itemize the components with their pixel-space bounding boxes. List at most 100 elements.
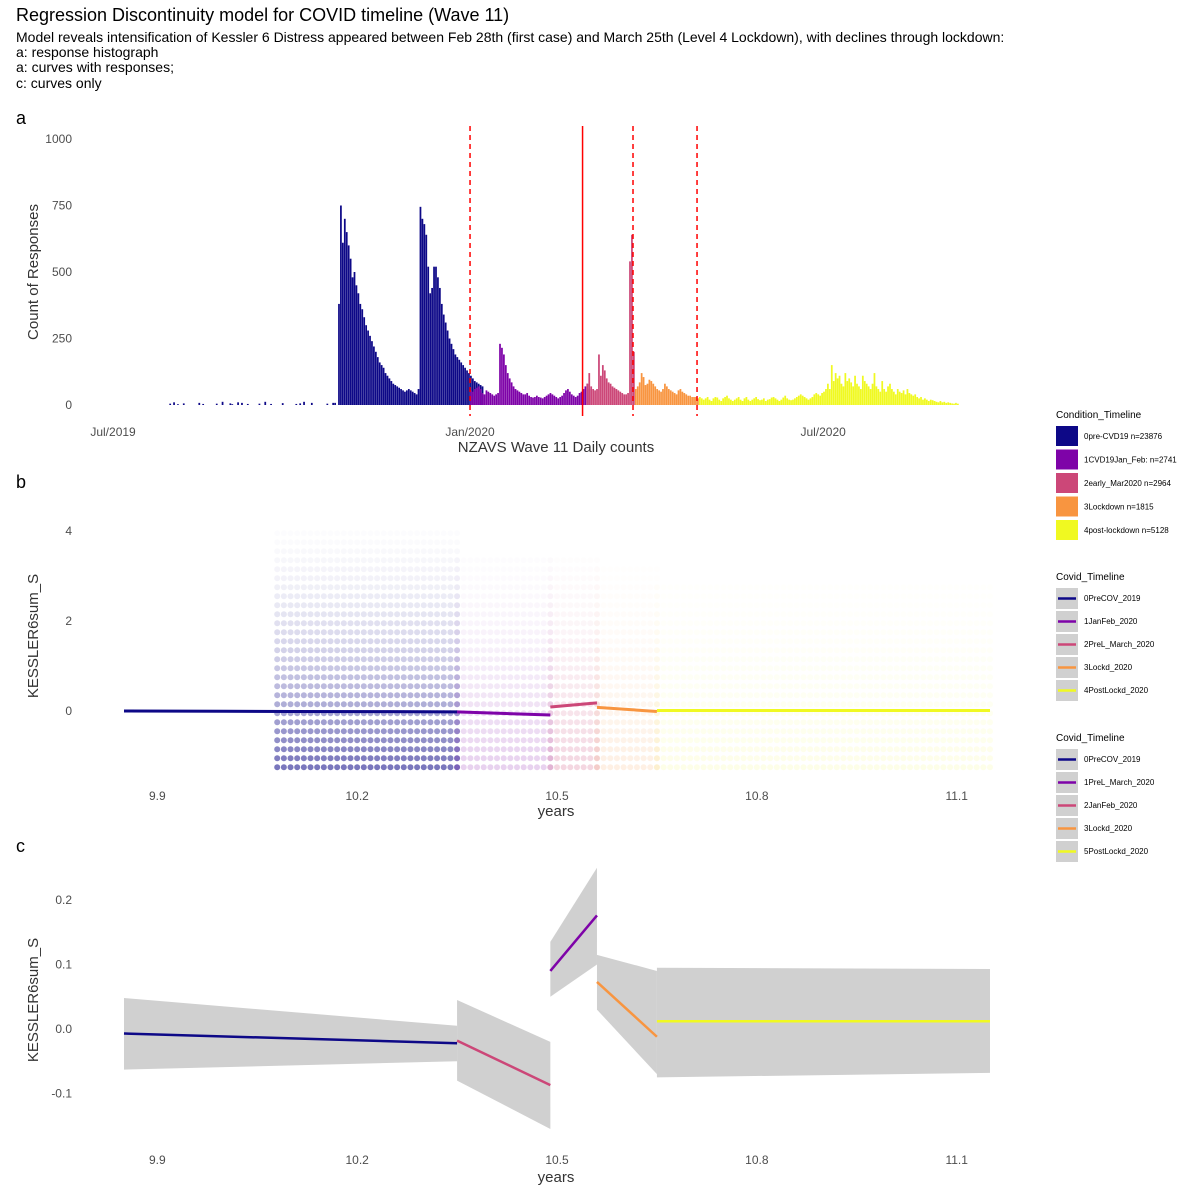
panel-a-bar-s4-66: [827, 383, 829, 405]
panel-a-bar-s2-11: [607, 382, 610, 405]
panel-b-xlabel: years: [538, 803, 575, 820]
panel-a-bar-s4-110: [912, 395, 915, 405]
panel-a-bar-s4-93: [879, 391, 882, 405]
panel-a-bar-s4-119: [929, 399, 932, 405]
panel-a-bar-s1-39: [545, 395, 548, 405]
panel-a-bar-s0-158: [456, 357, 459, 405]
panel-a-bar-s4-109: [910, 394, 913, 405]
panel-b-fit-3: [596, 705, 658, 713]
panel-a-bar-s0-77: [299, 403, 302, 405]
panel-b-xtick-1: 10.2: [345, 789, 369, 803]
panel-a-bar-s4-67: [828, 389, 831, 405]
panel-a-bar-s4-36: [768, 399, 771, 405]
panel-a-bar-s1-44: [555, 397, 558, 405]
panel-c-ribbon-0: [124, 998, 458, 1070]
panel-a-bar-s1-9: [487, 391, 490, 405]
panel-a-bar-s1-3: [475, 387, 478, 405]
panel-a-bar-s4-102: [896, 389, 899, 405]
panel-a-bar-s0-95: [334, 402, 336, 405]
panel-a-bar-s4-9: [716, 397, 719, 405]
panel-a-bar-s1-27: [522, 394, 525, 405]
panel-a-bar-s2-4: [594, 390, 596, 405]
panel-a-bar-s2-24: [633, 351, 635, 405]
panel-a-bar-s1-10: [489, 393, 492, 405]
panel-c-line-1: [456, 1039, 551, 1087]
panel-a-bar-s4-28: [753, 398, 756, 405]
panel-b-ytick-2: 4: [65, 524, 72, 538]
panel-a-bar-s0-62: [270, 403, 272, 405]
panel-a-bar-s1-29: [526, 393, 529, 405]
panel-a-bar-s4-13: [724, 397, 726, 405]
legend-b1-label-2: 2JanFeb_2020: [1084, 801, 1138, 810]
panel-a-bar-s0-14: [177, 404, 179, 405]
panel-a-bar-s0-114: [371, 341, 373, 405]
panel-a-xtick-1: Jan/2020: [445, 425, 495, 439]
panel-a-bar-s0-99: [341, 242, 344, 405]
panel-a-bar-s4-8: [714, 397, 717, 405]
panel-a-bar-s4-107: [906, 389, 909, 405]
panel-a-bar-s3-21: [675, 394, 678, 405]
panel-a-bar-s1-28: [524, 394, 527, 405]
panel-a-bar-s0-12: [173, 402, 175, 405]
panel-a-bar-s3-30: [693, 397, 695, 405]
panel-a-bar-s4-18: [733, 399, 736, 405]
panel-b-xtick-3: 10.8: [745, 789, 769, 803]
panel-a-bar-s4-46: [788, 399, 790, 405]
panel-a-bar-s1-54: [574, 397, 577, 405]
panel-a-bar-s0-110: [363, 317, 366, 405]
panel-a-bar-s3-13: [660, 391, 662, 405]
panel-a-bar-s1-46: [559, 397, 562, 405]
panel-a-bar-s0-111: [365, 325, 368, 405]
panel-c-xtick-4: 11.1: [945, 1153, 968, 1167]
panel-a-bar-s0-148: [437, 277, 439, 405]
panel-a-bar-s4-122: [935, 401, 938, 405]
panel-a-bar-s4-6: [710, 401, 713, 405]
panel-a-bar-s4-12: [722, 398, 725, 405]
panel-a-bar-s4-64: [823, 391, 825, 405]
panel-a-bar-s2-15: [615, 389, 618, 405]
panel-a-bar-s0-75: [295, 403, 298, 405]
panel-c-ribbon-1: [457, 999, 551, 1129]
panel-a-bar-s4-17: [731, 401, 734, 405]
panel-a-bar-s0-50: [246, 403, 249, 405]
panel-a-bar-s4-1: [700, 398, 703, 405]
panel-a-xtick-0: Jul/2019: [90, 425, 136, 439]
panel-a-bar-s0-152: [444, 322, 447, 405]
panel-a-bar-s4-44: [784, 395, 787, 405]
panel-a-bar-s3-26: [685, 394, 688, 405]
subtitle-line-4: c: curves only: [16, 75, 102, 91]
panel-a-ytick-4: 1000: [45, 132, 72, 146]
legend-b0-label-2: 2PreL_March_2020: [1084, 640, 1155, 649]
legend-b1-label-1: 1PreL_March_2020: [1084, 778, 1155, 787]
panel-a-bar-s0-149: [438, 287, 441, 405]
panel-a-bar-s2-2: [590, 386, 593, 405]
panel-a-bar-s4-34: [764, 401, 767, 405]
panel-a-bar-s0-25: [198, 402, 201, 405]
panel-a-bar-s0-140: [421, 218, 424, 405]
panel-a-bar-s4-65: [825, 389, 827, 405]
panel-a-bar-s4-41: [778, 401, 781, 405]
panel-a-bar-s0-132: [406, 390, 408, 405]
panel-a-bar-s4-133: [957, 403, 959, 405]
panel-a-bar-s1-33: [534, 397, 536, 405]
panel-a-bar-s4-69: [832, 381, 835, 405]
panel-a-bar-s0-47: [241, 402, 243, 405]
panel-a-bar-s4-114: [920, 397, 922, 405]
panel-a-bar-s4-83: [860, 389, 862, 405]
panel-a-bar-s1-5: [479, 389, 482, 405]
legend-a-label-1: 1CVD19Jan_Feb: n=2741: [1084, 456, 1177, 465]
panel-a-bar-s4-72: [838, 375, 841, 405]
panel-a-bar-s0-150: [440, 303, 443, 405]
panel-a-bar-s4-15: [728, 398, 730, 405]
panel-a-bar-s0-101: [345, 232, 348, 405]
panel-a-bar-s0-56: [258, 403, 261, 405]
panel-a-bar-s2-18: [621, 393, 624, 405]
panel-a-bar-s4-71: [836, 378, 839, 405]
panel-a-bar-s1-20: [508, 378, 511, 405]
panel-a-bar-s4-82: [858, 386, 860, 405]
panel-a-bar-s4-131: [953, 403, 955, 405]
subtitle-line-3: a: curves with responses;: [16, 59, 174, 75]
panel-a-bar-s4-48: [792, 399, 794, 405]
panel-a-bar-s2-20: [625, 394, 627, 405]
panel-c-xtick-3: 10.8: [745, 1153, 769, 1167]
